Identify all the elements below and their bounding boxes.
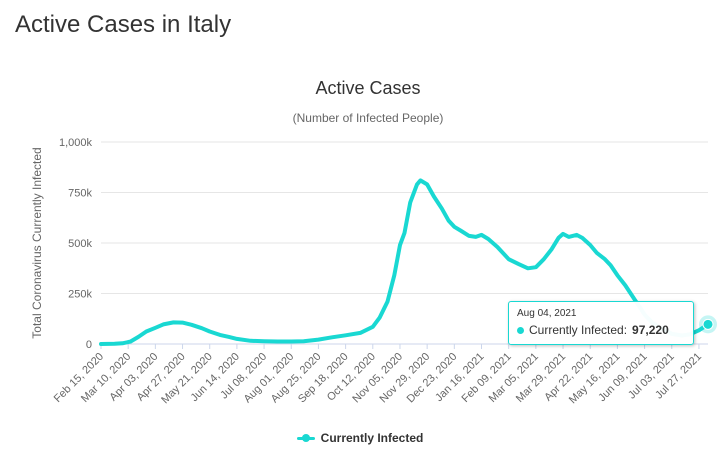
page-title: Active Cases in Italy <box>15 11 232 38</box>
legend-label: Currently Infected <box>320 431 424 445</box>
y-tick-label: 500k <box>68 238 92 250</box>
chart-subtitle: (Number of Infected People) <box>293 111 444 125</box>
y-tick-label: 750k <box>68 188 92 200</box>
legend-line-marker-icon <box>296 432 315 444</box>
data-tooltip: Aug 04, 2021 Currently Infected: 97,220 <box>508 301 694 345</box>
tooltip-series-label: Currently Infected: <box>529 323 628 337</box>
legend-item-currently-infected[interactable]: Currently Infected <box>296 431 424 445</box>
series-line-currently-infected <box>99 178 710 346</box>
y-axis-title: Total Coronavirus Currently Infected <box>30 147 44 338</box>
y-tick-label: 0 <box>86 339 92 351</box>
tooltip-series-marker <box>517 326 524 334</box>
y-tick-label: 250k <box>68 289 92 301</box>
chart-title: Active Cases <box>315 78 420 98</box>
tooltip-date: Aug 04, 2021 <box>517 308 577 319</box>
chart-legend: Currently Infected <box>0 431 720 447</box>
hover-point-marker <box>702 318 714 330</box>
tooltip-value: 97,220 <box>632 323 669 337</box>
y-tick-label: 1,000k <box>59 137 93 149</box>
